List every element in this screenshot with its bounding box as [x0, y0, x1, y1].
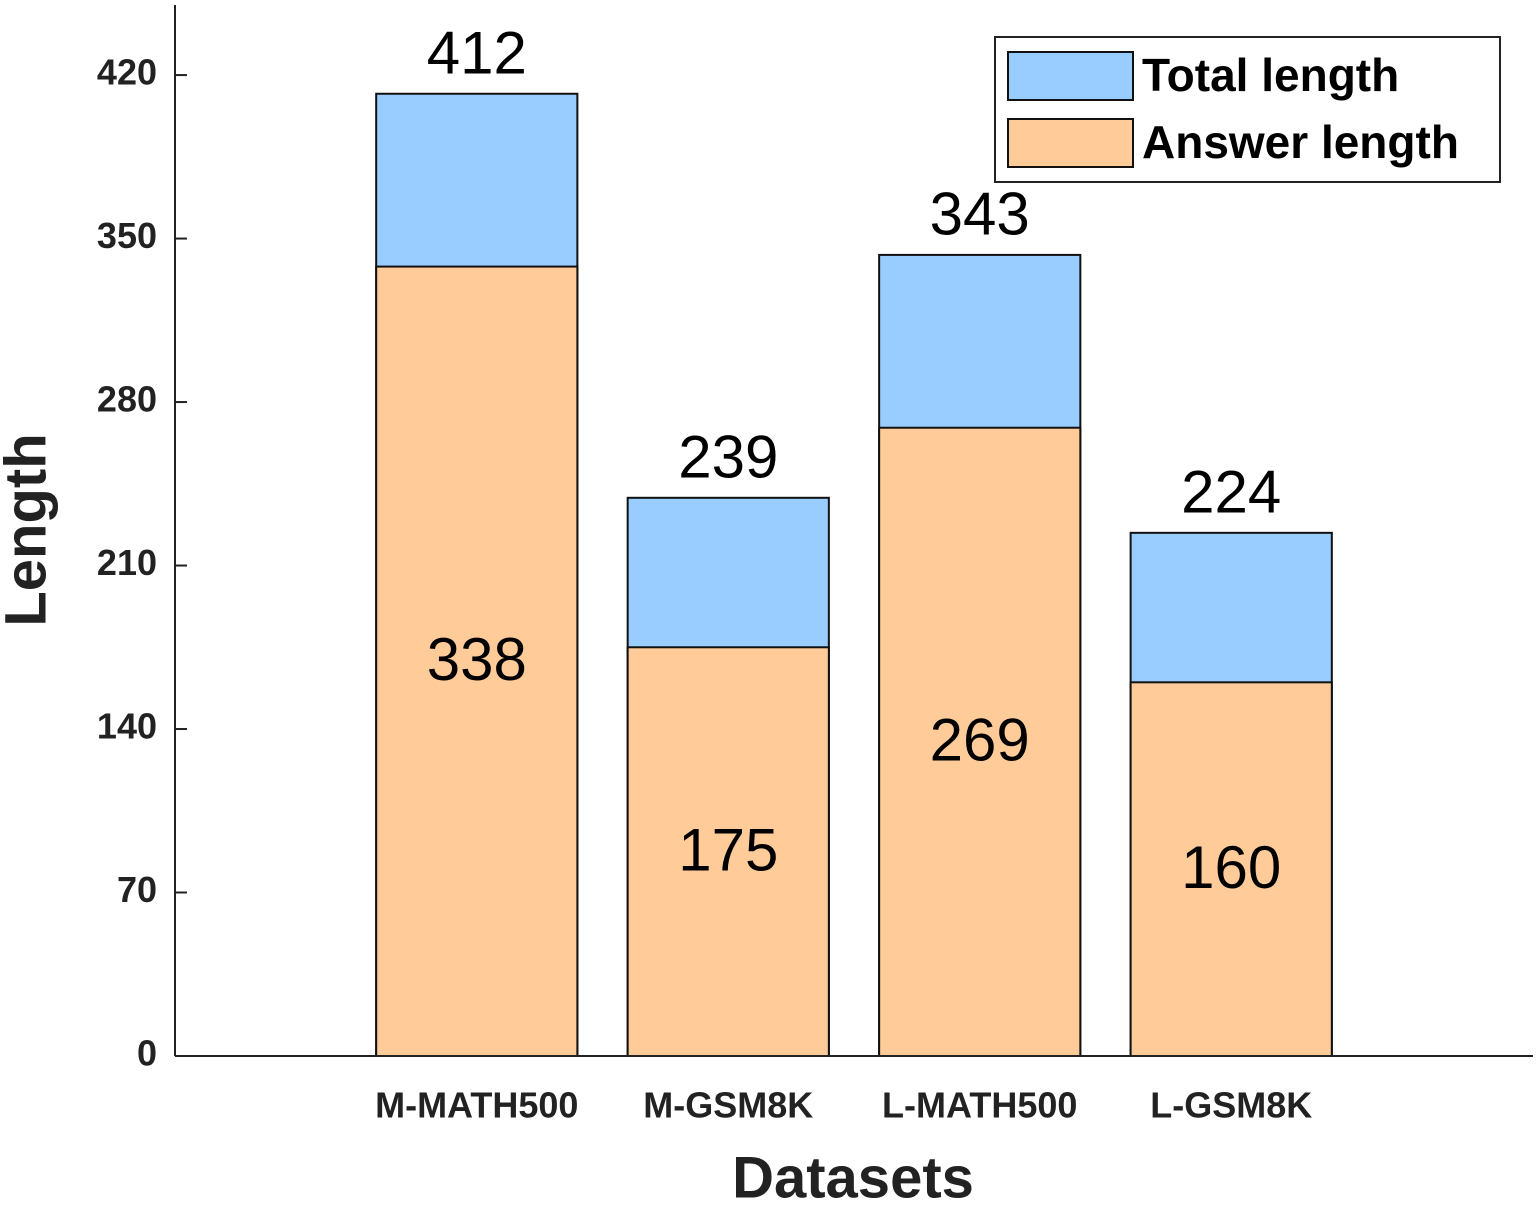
value-label: 343 [930, 181, 1030, 248]
x-tick-label: M-MATH500 [375, 1085, 578, 1126]
x-tick-label: L-MATH500 [882, 1085, 1077, 1126]
value-label: 269 [930, 707, 1030, 774]
bar [878, 426, 1082, 1058]
legend-swatch [1007, 118, 1134, 168]
value-label: 412 [427, 20, 527, 87]
value-label: 239 [678, 424, 778, 491]
y-tick-label: 0 [137, 1033, 157, 1074]
bar [626, 646, 830, 1057]
legend-label: Answer length [1142, 116, 1459, 168]
y-axis-title: Length [0, 433, 58, 626]
legend-label: Total length [1142, 49, 1399, 101]
x-tick-label: M-GSM8K [643, 1085, 813, 1126]
legend-swatch [1007, 51, 1134, 101]
value-label: 175 [678, 816, 778, 883]
y-tick-label: 350 [97, 215, 157, 256]
y-tick-label: 280 [97, 379, 157, 420]
value-label: 160 [1181, 834, 1281, 901]
value-label: 224 [1181, 459, 1281, 526]
y-tick-label: 70 [117, 869, 157, 910]
y-tick-label: 140 [97, 706, 157, 747]
y-tick-label: 210 [97, 542, 157, 583]
value-label: 338 [427, 626, 527, 693]
x-tick-label: L-GSM8K [1150, 1085, 1312, 1126]
bar [1129, 681, 1333, 1057]
bar [375, 265, 579, 1057]
legend: Total length Answer length [994, 36, 1501, 183]
x-axis-title: Datasets [732, 1145, 974, 1210]
y-tick-label: 420 [97, 52, 157, 93]
